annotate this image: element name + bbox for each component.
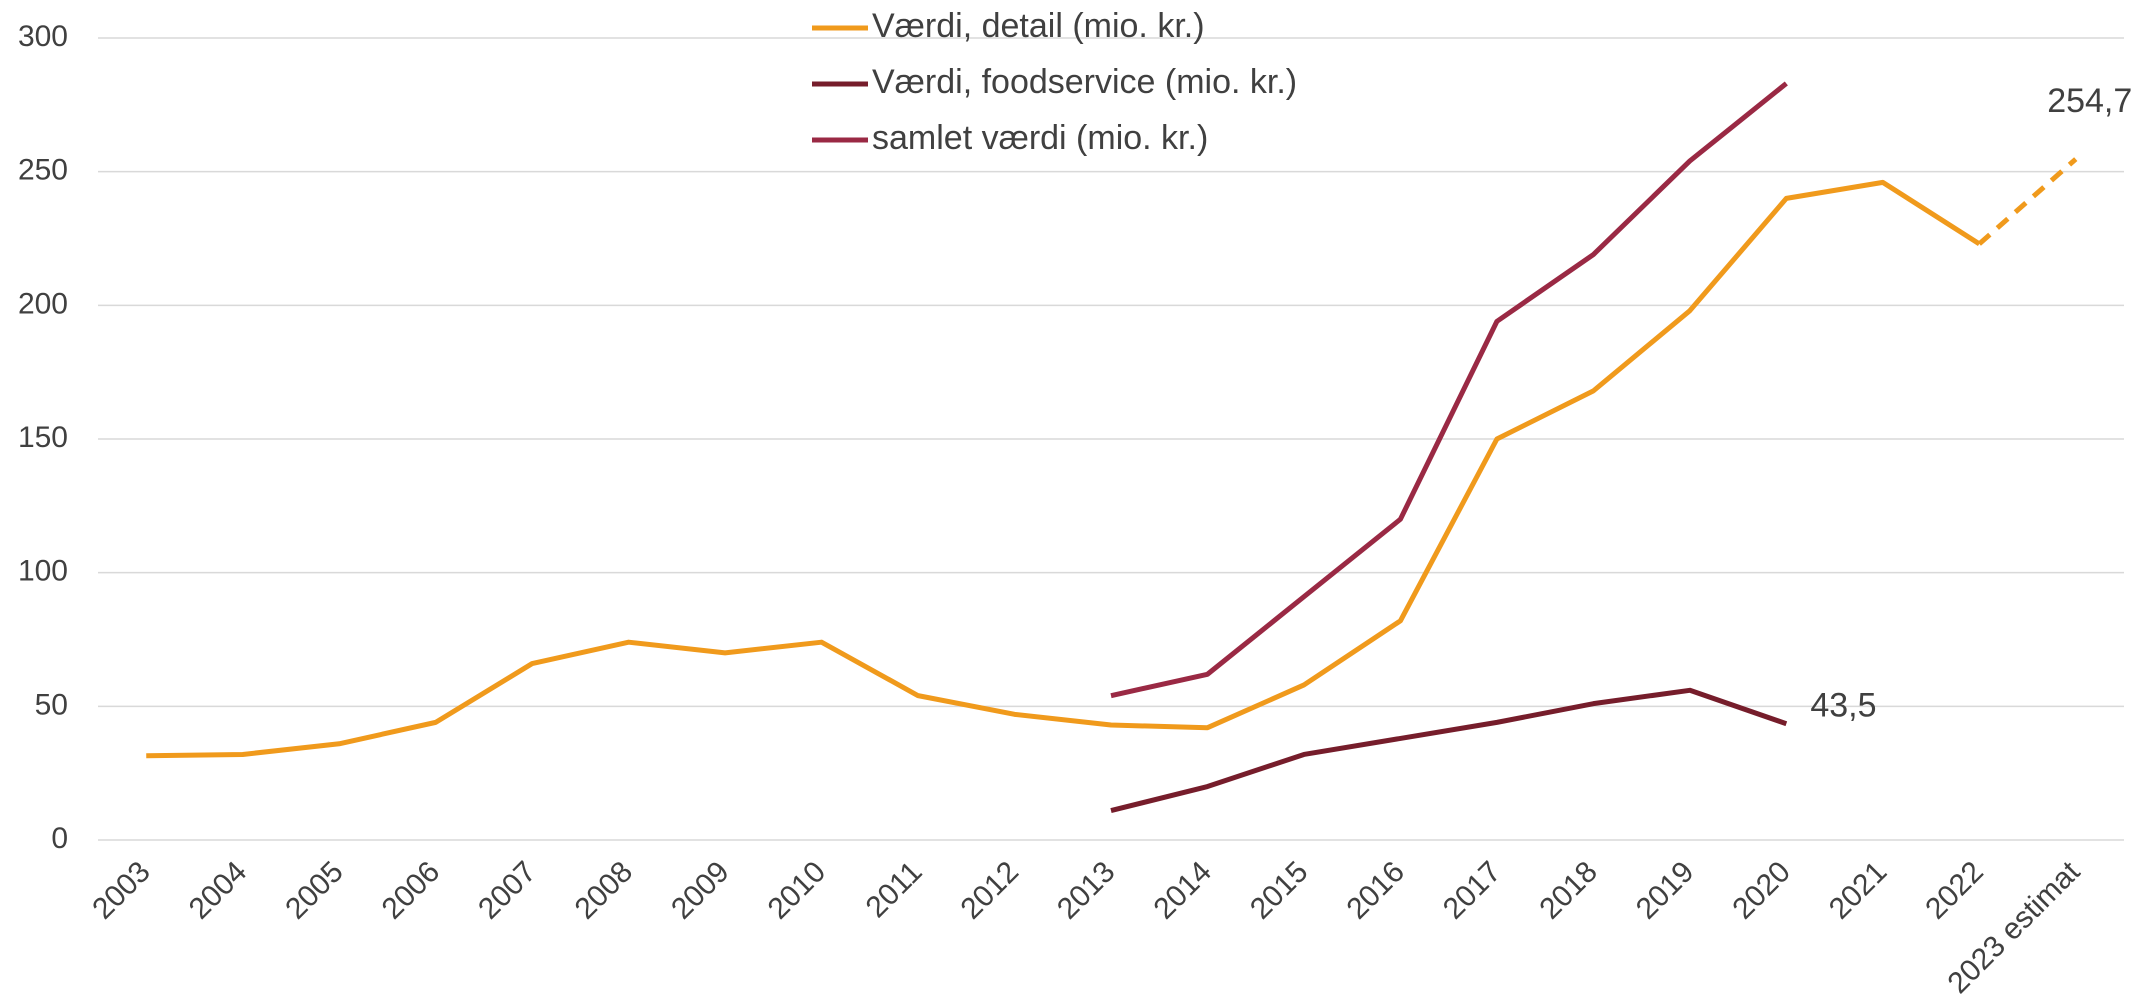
x-tick-label: 2016	[1340, 855, 1411, 926]
y-tick-label: 100	[18, 555, 68, 588]
x-tick-label: 2010	[762, 855, 833, 926]
data-label: 43,5	[1810, 687, 1876, 725]
x-tick-label: 2005	[279, 855, 350, 926]
series-line	[146, 179, 1981, 759]
x-tick-label: 2014	[1147, 855, 1218, 926]
x-tick-label: 2007	[472, 855, 543, 926]
y-tick-label: 150	[18, 421, 68, 454]
legend-label: samlet værdi (mio. kr.)	[872, 119, 1208, 157]
x-tick-label: 2021	[1823, 855, 1894, 926]
x-tick-label: 2017	[1437, 855, 1508, 926]
x-tick-label: 2022	[1919, 855, 1990, 926]
y-tick-label: 50	[35, 688, 68, 721]
x-tick-label: 2012	[955, 855, 1026, 926]
y-tick-label: 300	[18, 20, 68, 53]
legend-label: Værdi, foodservice (mio. kr.)	[872, 63, 1297, 101]
x-tick-label: 2008	[569, 855, 640, 926]
x-tick-label: 2018	[1533, 855, 1604, 926]
data-label: 254,7	[2047, 82, 2132, 120]
y-tick-label: 0	[51, 822, 68, 855]
y-tick-label: 250	[18, 154, 68, 187]
x-tick-label: 2020	[1726, 855, 1797, 926]
series-line-estimate	[1977, 157, 2078, 246]
y-tick-label: 200	[18, 287, 68, 320]
x-tick-label: 2019	[1630, 855, 1701, 926]
series-line	[1110, 81, 1788, 699]
x-tick-label: 2009	[665, 855, 736, 926]
x-tick-label: 2013	[1051, 855, 1122, 926]
x-tick-label: 2006	[376, 855, 447, 926]
x-tick-label: 2003	[86, 855, 157, 926]
x-tick-label: 2015	[1244, 855, 1315, 926]
x-tick-label: 2011	[860, 855, 929, 924]
series-line	[1110, 687, 1788, 814]
legend-label: Værdi, detail (mio. kr.)	[872, 7, 1205, 45]
x-tick-label: 2004	[183, 855, 254, 926]
